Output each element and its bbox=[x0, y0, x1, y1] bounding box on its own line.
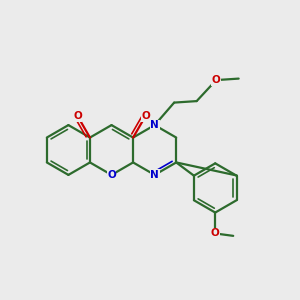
Text: N: N bbox=[150, 170, 159, 180]
Text: O: O bbox=[73, 111, 82, 121]
Text: N: N bbox=[150, 120, 159, 130]
Text: O: O bbox=[212, 75, 220, 85]
Text: O: O bbox=[107, 170, 116, 180]
Text: O: O bbox=[141, 111, 150, 121]
Text: O: O bbox=[211, 229, 220, 238]
